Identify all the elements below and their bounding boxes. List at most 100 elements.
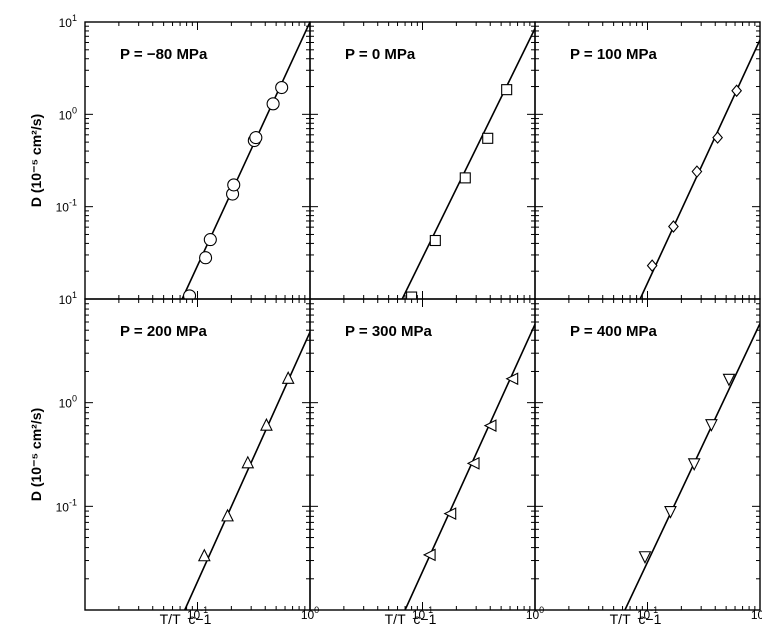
panel-ticks: [534, 22, 760, 300]
data-point-triangle-up: [221, 508, 234, 522]
y-tick-label: 100: [59, 394, 77, 411]
data-point-circle: [227, 178, 241, 192]
panel-ticks: [84, 22, 310, 300]
data-point-triangle-up: [260, 417, 273, 431]
data-point-diamond: [691, 165, 703, 178]
data-point-square: [459, 172, 471, 184]
panel-ticks: [84, 299, 310, 611]
tick-base: 10: [59, 108, 73, 122]
data-point-square: [482, 132, 494, 144]
tick-exponent: 0: [72, 394, 77, 404]
panel-frame: [309, 298, 536, 611]
data-point-triangle-up: [197, 548, 211, 562]
tick-base: 10: [59, 293, 73, 307]
data-point-circle: [266, 97, 280, 111]
panel-4: P = 200 MPa: [84, 298, 311, 611]
data-point-diamond: [731, 84, 743, 98]
data-point-triangle-left: [483, 419, 497, 433]
panel-title: P = 300 MPa: [345, 323, 433, 340]
y-tick-label: 100: [59, 105, 77, 122]
data-point-circle: [249, 131, 263, 145]
panel-2: P = 0 MPa: [309, 21, 536, 300]
data-point-triangle-down: [638, 551, 652, 564]
fit-line: [184, 331, 310, 610]
data-point-square: [429, 234, 441, 247]
panel-data: [184, 331, 310, 610]
tick-exponent: -1: [69, 497, 77, 507]
x-axis-label: T/T_c−1: [610, 611, 662, 624]
data-point-triangle-left: [466, 456, 480, 470]
panel-title: P = 0 MPa: [345, 46, 416, 63]
tick-exponent: 1: [72, 13, 77, 23]
tick-exponent: -1: [425, 605, 433, 615]
panel-title: P = −80 MPa: [120, 46, 208, 63]
tick-base: 10: [412, 608, 426, 622]
panel-data: [624, 323, 760, 610]
panel-ticks: [309, 299, 535, 611]
x-tick-label: 10-1: [412, 605, 433, 622]
data-point-square: [501, 84, 513, 96]
tick-base: 10: [637, 608, 651, 622]
data-point-circle: [275, 81, 289, 95]
data-point-triangle-left: [422, 548, 436, 562]
y-tick-label: 101: [59, 13, 77, 30]
data-point-circle: [203, 233, 217, 247]
panel-title: P = 200 MPa: [120, 323, 208, 340]
data-point-triangle-left: [505, 372, 519, 386]
data-point-diamond: [668, 220, 679, 233]
x-tick-label: 100: [751, 605, 762, 622]
data-point-circle: [183, 289, 197, 299]
tick-base: 10: [526, 608, 540, 622]
tick-base: 10: [301, 608, 315, 622]
data-point-diamond: [712, 131, 724, 144]
panel-data: [404, 323, 535, 610]
data-point-triangle-down: [687, 458, 701, 472]
panel-title: P = 400 MPa: [570, 323, 658, 340]
tick-exponent: 0: [539, 605, 544, 615]
data-point-triangle-up: [281, 371, 295, 384]
panel-title: P = 100 MPa: [570, 46, 658, 63]
y-tick-label: 101: [59, 290, 77, 307]
x-tick-label: 10-1: [637, 605, 658, 622]
panel-frame: [84, 298, 311, 611]
panel-5: P = 300 MPa: [309, 298, 536, 611]
panel-6: P = 400 MPa: [534, 298, 761, 611]
panel-frame: [84, 21, 311, 300]
tick-exponent: 0: [314, 605, 319, 615]
y-axis-label: D (10⁻⁵ cm²/s): [28, 408, 44, 501]
tick-base: 10: [56, 201, 70, 215]
tick-exponent: 0: [72, 105, 77, 115]
data-point-circle: [199, 251, 213, 265]
data-point-triangle-down: [722, 373, 736, 387]
data-point-triangle-down: [705, 419, 718, 432]
data-point-triangle-up: [241, 455, 255, 469]
fit-line: [401, 28, 535, 299]
panel-data: [181, 22, 310, 299]
tick-base: 10: [187, 608, 201, 622]
x-tick-label: 100: [526, 605, 544, 622]
x-axis-label: T/T_c−1: [385, 611, 437, 624]
data-point-square: [406, 291, 418, 299]
panel-frame: [534, 298, 761, 611]
y-tick-label: 10-1: [56, 198, 77, 215]
x-axis-label: T/T_c−1: [160, 611, 212, 624]
tick-exponent: -1: [650, 605, 658, 615]
data-point-triangle-left: [443, 507, 457, 521]
tick-exponent: 1: [72, 290, 77, 300]
y-axis-label: D (10⁻⁵ cm²/s): [28, 114, 44, 207]
panel-1: P = −80 MPa: [84, 21, 311, 300]
tick-base: 10: [56, 500, 70, 514]
data-point-diamond: [646, 259, 658, 272]
tick-exponent: -1: [200, 605, 208, 615]
x-tick-label: 100: [301, 605, 319, 622]
data-point-triangle-down: [664, 506, 677, 519]
tick-exponent: -1: [69, 198, 77, 208]
y-tick-label: 10-1: [56, 497, 77, 514]
tick-base: 10: [59, 397, 73, 411]
panel-3: P = 100 MPa: [534, 21, 761, 300]
fit-line: [404, 323, 535, 610]
tick-base: 10: [59, 16, 73, 30]
panel-frame: [534, 21, 761, 300]
panel-data: [401, 28, 535, 299]
